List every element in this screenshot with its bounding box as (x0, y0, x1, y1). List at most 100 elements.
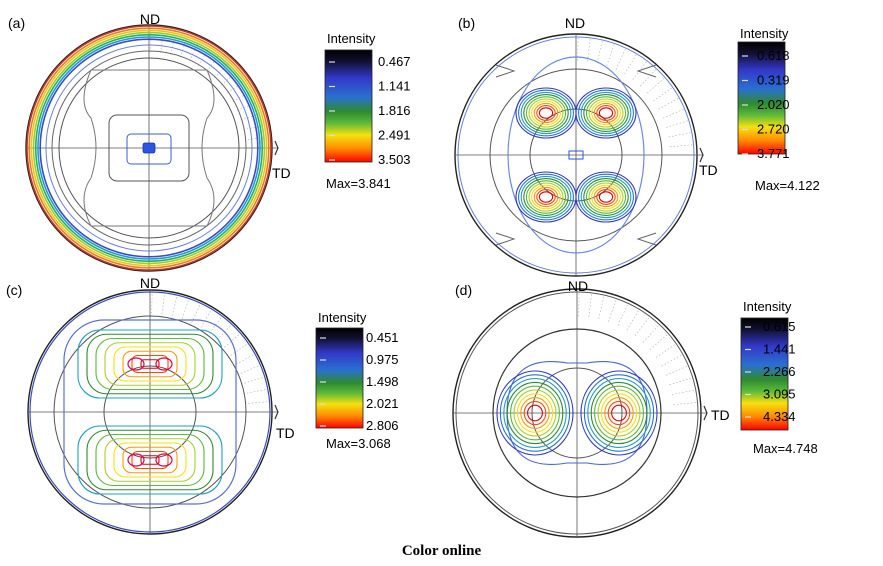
grid-dotted-line (160, 28, 164, 53)
lobe-contour (585, 96, 627, 130)
grid-dotted-line (606, 42, 615, 66)
panel-label: (c) (6, 282, 22, 298)
grid-dotted-line (237, 365, 261, 376)
legend-level-label: 0.615 (763, 319, 796, 334)
lobe-contour (583, 94, 629, 132)
grid-dotted-line (232, 89, 255, 102)
figure-caption: Color online (401, 543, 482, 559)
grid-dotted-line (221, 68, 241, 86)
contour-line (636, 232, 657, 246)
color-scale-bar (740, 317, 789, 431)
legend-level-label: 0.467 (378, 54, 411, 69)
grid-dotted-line (662, 108, 686, 119)
lobe-contour (499, 374, 571, 452)
td-axis-label: TD (699, 162, 718, 178)
grid-dotted-line (198, 309, 212, 331)
lobe-contour (527, 404, 543, 422)
lobe-contour (594, 385, 644, 441)
lobe-contour (520, 397, 550, 429)
lobe-contour (538, 107, 554, 119)
grid-dotted-line (669, 377, 694, 386)
nd-axis-label: ND (140, 11, 160, 27)
lobe-contour (86, 333, 214, 395)
lobe-contour (575, 171, 637, 223)
grid-dotted-line (615, 47, 627, 70)
contour-line (45, 44, 253, 252)
lobe-contour (113, 442, 187, 478)
grid-dotted-line (198, 44, 212, 66)
contour-line (492, 328, 662, 498)
grid-dotted-line (665, 365, 689, 376)
lobe-contour (580, 370, 658, 456)
grid-dotted-line (661, 353, 684, 367)
lobe-contour (131, 354, 169, 374)
nd-axis-label: ND (565, 15, 585, 31)
nd-axis-label: ND (568, 278, 588, 294)
lobe-contour (523, 94, 569, 132)
grid-dotted-line (243, 388, 268, 395)
outer-ring-contour (37, 36, 261, 260)
grid-dotted-line (649, 333, 669, 350)
legend-level-label: 3.503 (378, 152, 411, 167)
lobe-contour (496, 370, 574, 456)
grid-dotted-line (221, 333, 241, 350)
lobe-contour (583, 374, 655, 452)
lobe-contour (596, 189, 616, 205)
color-scale-bar (315, 327, 364, 429)
lobe-contour (588, 182, 624, 212)
panel-label: (d) (455, 282, 472, 298)
lobe-contour (607, 400, 631, 426)
lobe-contour (503, 378, 567, 448)
grid-dotted-line (658, 97, 680, 110)
lobe-contour (591, 184, 621, 210)
outer-ring-contour (26, 25, 272, 271)
td-axis-label: TD (276, 425, 295, 441)
grid-dotted-line (653, 86, 674, 102)
lobe-contour (538, 191, 554, 203)
legend-level-label: 2.720 (757, 122, 790, 137)
lobe-contour (104, 342, 196, 386)
lobe-contour (580, 91, 632, 135)
pole-figure-panel: (c) ND TD (6, 275, 295, 535)
legend-level-label: 0.975 (366, 352, 399, 367)
grid-dotted-line (588, 292, 593, 318)
td-arrow-icon (703, 405, 708, 421)
lobe-contour (140, 455, 160, 465)
legend-level-label: 1.816 (378, 103, 411, 118)
lobe-contour (515, 87, 577, 139)
lobe-contour (516, 393, 554, 433)
grid-dotted-line (624, 53, 638, 75)
legend-level-label: 3.771 (757, 146, 790, 161)
legend-level-label: 1.441 (763, 342, 796, 357)
grid-dotted-line (640, 68, 658, 87)
grid-dotted-line (596, 39, 603, 64)
contour-line (53, 315, 247, 509)
lobe-contour (533, 102, 559, 124)
lobe-contour (593, 186, 619, 208)
legend-title: Intensity (740, 26, 789, 41)
grid-dotted-line (240, 376, 265, 385)
lobe-contour (531, 100, 561, 126)
intensity-legend: Intensity 0.618 0.319 2.020 2.720 3.771 Max=4.… (737, 26, 820, 193)
contour-line (126, 133, 172, 165)
pole-figure-panel: (b) ND TD (454, 15, 718, 277)
grid-dotted-line (161, 293, 165, 318)
grid-dotted-line (673, 402, 699, 405)
grid-dotted-line (233, 353, 255, 367)
legend-level-label: 2.021 (366, 396, 399, 411)
grid-dotted-line (214, 59, 232, 79)
contour-line (63, 319, 237, 505)
peak-contour (127, 453, 145, 467)
contour-line (507, 56, 645, 254)
lobe-contour (95, 337, 205, 391)
contour-line (103, 365, 197, 459)
td-arrow-icon (274, 404, 279, 420)
contour-line (489, 68, 663, 242)
lobe-contour (518, 89, 574, 137)
lobe-contour (598, 191, 614, 203)
legend-level-label: 1.498 (366, 374, 399, 389)
lobe-contour (588, 98, 624, 128)
center-peak-contour (568, 150, 584, 160)
peak-contour (155, 453, 173, 467)
